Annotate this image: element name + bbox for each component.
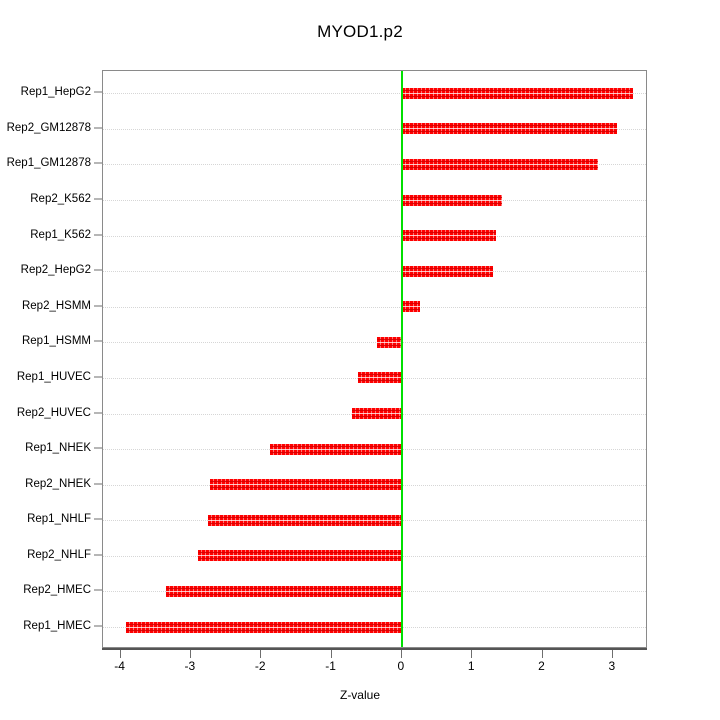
y-axis-tick-mark bbox=[94, 483, 102, 485]
y-axis-tick-label: Rep1_HSMM bbox=[21, 335, 91, 348]
y-axis-tick-label: Rep1_HMEC bbox=[23, 620, 91, 632]
y-axis-tick-label: Rep2_HMEC bbox=[23, 584, 91, 597]
x-axis-tick-label: -3 bbox=[184, 659, 196, 673]
gridline bbox=[103, 93, 646, 95]
gridline bbox=[103, 128, 646, 131]
y-axis-tick-mark bbox=[94, 589, 102, 591]
y-axis-tick-mark bbox=[94, 198, 102, 200]
y-axis-tick-label: Rep2_HSMM bbox=[21, 299, 91, 312]
gridline bbox=[103, 306, 646, 309]
y-axis-tick-mark bbox=[94, 340, 102, 342]
bar bbox=[209, 479, 402, 491]
y-axis-tick-label: Rep2_NHEK bbox=[25, 477, 91, 490]
x-axis-tick-mark bbox=[400, 650, 402, 658]
x-axis-tick-mark bbox=[471, 650, 473, 658]
bar bbox=[401, 301, 421, 313]
x-axis-tick-label: 0 bbox=[397, 659, 405, 673]
bar bbox=[269, 443, 402, 455]
x-axis-tick-mark bbox=[119, 650, 121, 658]
y-axis-tick-label: Rep1_K562 bbox=[30, 228, 91, 241]
x-axis-tick-mark bbox=[330, 650, 332, 658]
y-axis-tick-mark bbox=[94, 269, 102, 271]
y-axis-tick-mark bbox=[94, 91, 102, 93]
y-axis-tick-label: Rep2_GM12878 bbox=[6, 121, 91, 134]
y-axis-tick-mark bbox=[94, 518, 102, 520]
gridline bbox=[103, 342, 646, 344]
y-axis-tick-label: Rep2_HepG2 bbox=[20, 264, 91, 277]
x-axis-line bbox=[102, 648, 647, 650]
y-axis-tick-mark bbox=[94, 162, 102, 164]
y-axis-tick-label: Rep2_HUVEC bbox=[16, 406, 91, 419]
y-axis-tick-mark bbox=[94, 376, 102, 378]
gridline bbox=[103, 271, 646, 273]
x-axis-tick-label: -1 bbox=[325, 659, 336, 673]
bar bbox=[401, 194, 502, 206]
zero-reference-line bbox=[400, 71, 403, 647]
gridline bbox=[103, 235, 646, 238]
plot-inner bbox=[103, 71, 646, 647]
y-axis-tick-label: Rep1_NHEK bbox=[25, 442, 91, 455]
x-axis-title: Z-value bbox=[339, 688, 380, 702]
plot-area bbox=[102, 70, 647, 648]
y-axis-tick-mark bbox=[94, 412, 102, 414]
y-axis-tick-mark bbox=[94, 625, 102, 627]
x-axis-tick-mark bbox=[541, 650, 543, 658]
y-axis-tick-label: Rep2_NHLF bbox=[27, 548, 91, 561]
bar bbox=[401, 123, 618, 135]
x-axis-tick-label: 1 bbox=[467, 659, 475, 673]
bar bbox=[401, 158, 599, 170]
bar bbox=[401, 265, 494, 277]
bar bbox=[165, 585, 402, 597]
y-axis-tick-mark bbox=[94, 554, 102, 556]
bar bbox=[358, 372, 402, 384]
bar bbox=[377, 336, 402, 348]
y-axis-tick-label: Rep2_K562 bbox=[30, 193, 91, 206]
bar bbox=[208, 514, 402, 526]
y-axis-tick-mark bbox=[94, 127, 102, 129]
x-axis-tick-mark bbox=[611, 650, 613, 658]
gridline bbox=[103, 164, 646, 166]
y-axis-tick-label: Rep1_NHLF bbox=[27, 513, 91, 526]
bar bbox=[197, 550, 402, 562]
y-axis-tick-label: Rep1_HepG2 bbox=[20, 86, 91, 99]
x-axis-tick-label: 2 bbox=[538, 659, 545, 673]
bar bbox=[125, 621, 402, 633]
y-axis-tick-label: Rep1_HUVEC bbox=[16, 370, 91, 383]
gridline bbox=[103, 200, 646, 202]
x-axis-tick-label: -2 bbox=[254, 659, 266, 673]
x-axis-tick-label: -4 bbox=[114, 659, 125, 673]
bar bbox=[401, 230, 497, 242]
x-axis-tick-mark bbox=[189, 650, 191, 658]
y-axis-tick-mark bbox=[94, 234, 102, 236]
bar bbox=[401, 87, 634, 99]
x-axis-tick-label: 3 bbox=[608, 659, 616, 673]
y-axis-tick-label: Rep1_GM12878 bbox=[6, 157, 91, 170]
y-axis-tick-mark bbox=[94, 305, 102, 307]
x-axis-tick-mark bbox=[260, 650, 262, 658]
chart-title: MYOD1.p2 bbox=[317, 22, 403, 41]
bar bbox=[351, 408, 402, 420]
y-axis-tick-mark bbox=[94, 447, 102, 449]
